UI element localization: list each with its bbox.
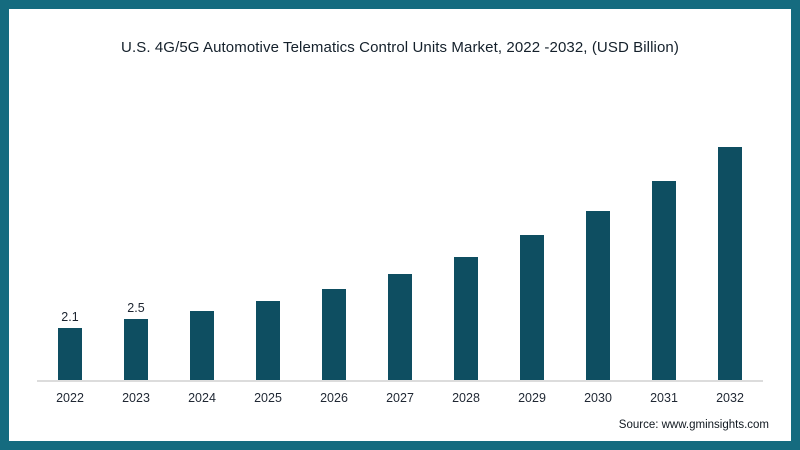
source-text: Source: www.gminsights.com bbox=[618, 419, 769, 431]
bar bbox=[256, 301, 280, 380]
plot-area: 2.1 2.5 bbox=[37, 112, 763, 382]
bar-value-label: 2.5 bbox=[127, 301, 145, 315]
bar bbox=[322, 289, 346, 380]
bar-column bbox=[169, 112, 235, 380]
bar-column: 2.1 bbox=[37, 112, 103, 380]
bar bbox=[586, 211, 610, 380]
bar bbox=[190, 311, 214, 380]
bar-column bbox=[499, 112, 565, 380]
bar bbox=[652, 181, 676, 380]
bar bbox=[124, 319, 148, 380]
x-axis-tick-label: 2031 bbox=[650, 391, 678, 405]
bar bbox=[520, 235, 544, 380]
x-axis-tick-label: 2030 bbox=[584, 391, 612, 405]
x-axis-tick-label: 2029 bbox=[518, 391, 546, 405]
bar-column bbox=[565, 112, 631, 380]
x-axis-tick-label: 2025 bbox=[254, 391, 282, 405]
x-axis-tick-label: 2023 bbox=[122, 391, 150, 405]
bar-value-label: 2.1 bbox=[61, 310, 79, 324]
x-axis-tick-label: 2028 bbox=[452, 391, 480, 405]
bar-column bbox=[235, 112, 301, 380]
bar bbox=[58, 328, 82, 380]
bar-column bbox=[631, 112, 697, 380]
x-axis-tick-label: 2026 bbox=[320, 391, 348, 405]
x-axis-tick-label: 2022 bbox=[56, 391, 84, 405]
bar-column bbox=[697, 112, 763, 380]
x-axis-tick-label: 2027 bbox=[386, 391, 414, 405]
bar bbox=[454, 257, 478, 380]
x-axis-tick-label: 2032 bbox=[716, 391, 744, 405]
bar-column: 2.5 bbox=[103, 112, 169, 380]
bar-column bbox=[433, 112, 499, 380]
bar bbox=[388, 274, 412, 380]
x-axis-tick-label: 2024 bbox=[188, 391, 216, 405]
chart-title: U.S. 4G/5G Automotive Telematics Control… bbox=[121, 39, 679, 56]
bar-column bbox=[301, 112, 367, 380]
x-axis-labels: 2022 2023 2024 2025 2026 2027 2028 2029 2030 2031… bbox=[37, 382, 763, 405]
bar-column bbox=[367, 112, 433, 380]
bar bbox=[718, 147, 742, 380]
